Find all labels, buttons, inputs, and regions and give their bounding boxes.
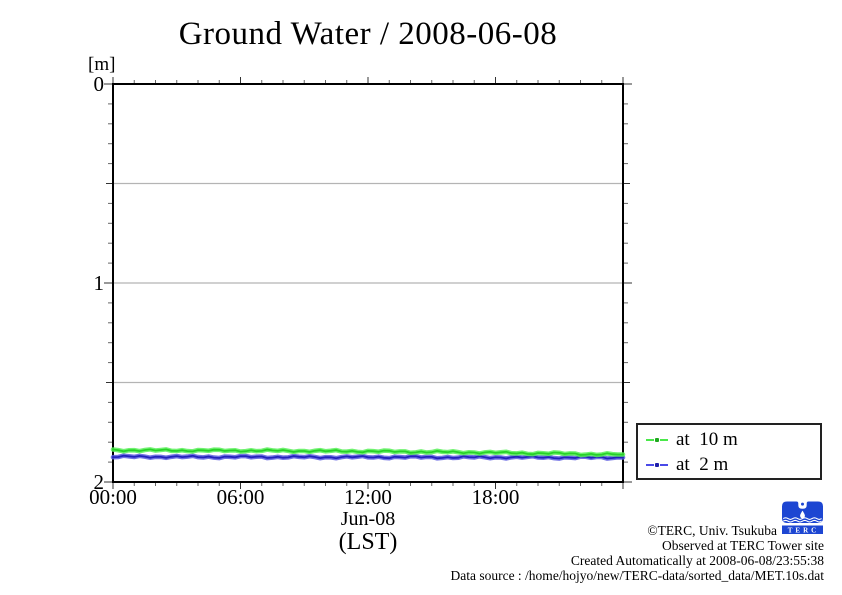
y-tick-label-0: 0 (93, 72, 105, 96)
x-tick-label-00:00: 00:00 (89, 485, 137, 509)
legend-item-at-10m: at 10 m (646, 428, 738, 452)
logo-wave-1 (782, 517, 822, 520)
y-tick-label-2: 2 (93, 470, 105, 494)
y-tick-label-1: 1 (93, 271, 105, 295)
x-tick-label-18:00: 18:00 (471, 485, 520, 509)
series-line-at-2-m (112, 454, 624, 460)
logo-wave-2 (782, 519, 822, 523)
logo-falling-drop (801, 502, 804, 506)
logo-name-bar (782, 525, 823, 534)
legend-label: at 10 m (676, 429, 738, 450)
logo-inner-drop (800, 510, 805, 519)
x-tick-label-12:00: 12:00 (344, 485, 392, 509)
footer-observed-site: Observed at TERC Tower site (661, 538, 824, 553)
x-axis-timezone-label: (LST) (338, 529, 398, 555)
x-axis-date-label: Jun-08 (340, 508, 396, 530)
footer-created-timestamp: Created Automatically at 2008-06-08/23:5… (570, 553, 824, 568)
legend-line-sample-blue (646, 463, 670, 467)
series-line-at-10-m (112, 448, 624, 456)
logo-name-text: TERC (788, 526, 819, 534)
y-axis-unit-label: [m] (88, 54, 116, 75)
legend-line-sample-green (646, 438, 670, 442)
plot-frame (112, 83, 624, 483)
footer-copyright: ©TERC, Univ. Tsukuba (647, 523, 777, 538)
footer-data-source-path: Data source : /home/hojyo/new/TERC-data/… (450, 568, 824, 583)
x-tick-label-06:00: 06:00 (216, 485, 265, 509)
legend-item-at-2m: at 2 m (646, 453, 728, 477)
chart-title: Ground Water / 2008-06-08 (178, 16, 558, 52)
terc-logo: TERC (782, 501, 823, 534)
legend-label: at 2 m (676, 454, 729, 475)
legend-box: at 10 m at 2 m (636, 423, 822, 480)
